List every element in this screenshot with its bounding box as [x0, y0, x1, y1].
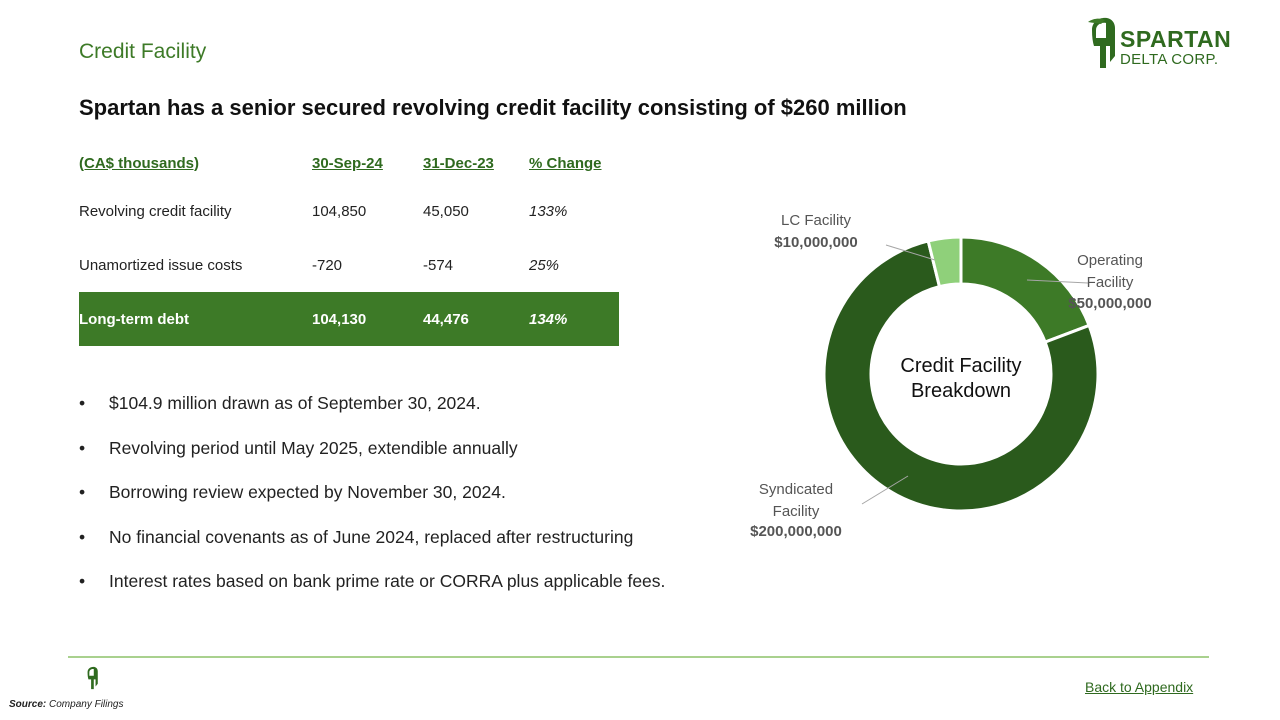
bullet-icon: • [79, 526, 86, 547]
slice-label: Facility [773, 503, 820, 520]
leader-line [1026, 279, 1089, 284]
donut-slice-syndicated-facility [822, 239, 1100, 513]
table-cell: -720 [312, 256, 343, 274]
section-title: Credit Facility [79, 40, 207, 63]
table-row: Unamortized issue costs -720 -574 25% [79, 238, 619, 292]
table-cell: 25% [529, 256, 560, 274]
bullet-list: • $104.9 million drawn as of September 30… [79, 390, 665, 613]
table-cell: 104,130 [312, 292, 423, 346]
slice-label: Syndicated [759, 481, 833, 498]
table-cell: -574 [423, 256, 454, 274]
table-cell: 45,050 [423, 202, 469, 220]
table-header: % Change [529, 154, 602, 172]
donut-slice-lc-facility [926, 235, 963, 289]
slice-label: LC Facility [781, 212, 852, 229]
table-cell: Revolving credit facility [79, 202, 232, 220]
spartan-helmet-icon [87, 666, 98, 690]
debt-table: (CA$ thousands) 30-Sep-24 31-Dec-23 % Ch… [79, 142, 619, 346]
chart-title: Credit Facility [900, 355, 1021, 377]
table-total-row: Long-term debt 104,130 44,476 134% [79, 292, 619, 346]
list-item-text: $104.9 million drawn as of September 30,… [109, 393, 481, 413]
table-header-row: (CA$ thousands) 30-Sep-24 31-Dec-23 % Ch… [79, 142, 619, 184]
slice-label: Facility [1087, 274, 1134, 291]
bullet-icon: • [79, 393, 86, 413]
company-logo: SPARTAN DELTA CORP. [1086, 16, 1236, 72]
chart-title: Breakdown [911, 380, 1011, 402]
list-item: • No financial covenants as of June 2024,… [79, 524, 665, 569]
list-item: • Interest rates based on bank prime rate… [79, 568, 665, 613]
logo-name: SPARTAN [1120, 26, 1232, 52]
back-to-appendix-link[interactable]: Back to Appendix [1085, 679, 1194, 695]
table-cell: Unamortized issue costs [79, 256, 243, 274]
list-item-text: Interest rates based on bank prime rate … [109, 571, 666, 591]
source-text: Company Filings [49, 699, 124, 710]
donut-slice-operating-facility [959, 235, 1092, 345]
table-cell: 133% [529, 202, 568, 220]
list-item-text: No financial covenants as of June 2024, … [109, 526, 634, 547]
slice-label: Operating [1077, 252, 1143, 269]
table-row: Revolving credit facility 104,850 45,050… [79, 184, 619, 238]
source-label: Source: [9, 699, 47, 710]
list-item: • $104.9 million drawn as of September 30… [79, 390, 665, 435]
list-item: • Borrowing review expected by November 3… [79, 479, 665, 524]
footer-divider [68, 656, 1209, 658]
bullet-icon: • [79, 437, 86, 458]
credit-facility-donut-chart: Operating Facility $50,000,000 Syndicated Fa… [750, 212, 1152, 540]
list-item-text: Revolving period until May 2025, extendi… [109, 437, 518, 458]
leader-line [861, 475, 909, 505]
list-item-text: Borrowing review expected by November 30… [109, 482, 506, 502]
bullet-icon: • [79, 482, 86, 502]
table-header: 31-Dec-23 [423, 154, 494, 172]
leader-line [885, 244, 936, 261]
headline: Spartan has a senior secured revolving c… [79, 95, 907, 120]
table-cell: 44,476 [423, 292, 529, 346]
slice-value-label: $50,000,000 [1068, 295, 1151, 312]
table-header: (CA$ thousands) [79, 154, 199, 172]
source-note: Source: Company Filings [9, 699, 124, 710]
logo-subname: DELTA CORP. [1120, 51, 1219, 68]
table-header: 30-Sep-24 [312, 154, 383, 172]
table-cell: Long-term debt [79, 292, 312, 346]
bullet-icon: • [79, 571, 86, 591]
slice-value-label: $200,000,000 [750, 523, 842, 540]
table-cell: 104,850 [312, 202, 367, 220]
list-item: • Revolving period until May 2025, extend… [79, 435, 665, 480]
slice-value-label: $10,000,000 [774, 234, 857, 251]
table-cell: 134% [529, 292, 619, 346]
spartan-helmet-icon [1088, 17, 1115, 69]
